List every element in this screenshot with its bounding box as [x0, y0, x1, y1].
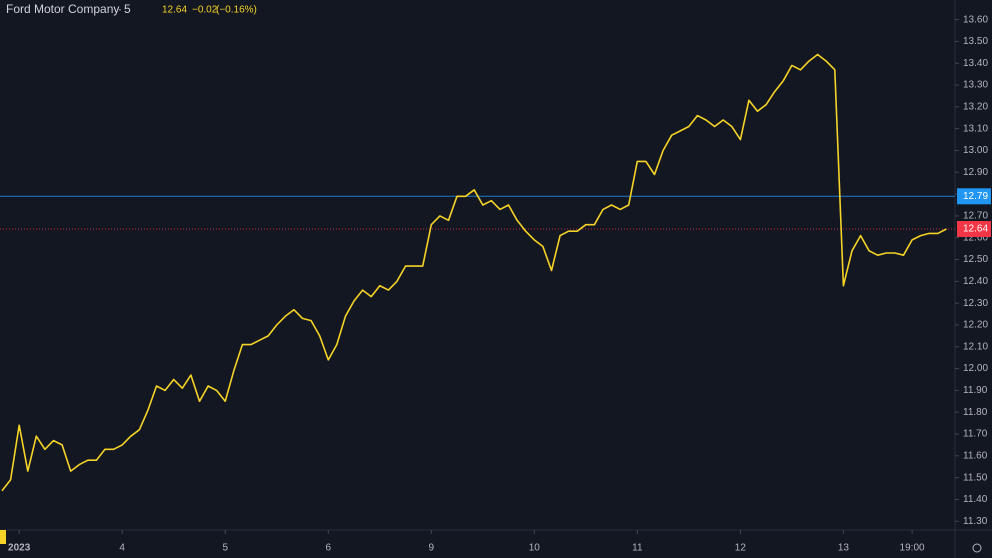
y-tick-label: 12.00	[963, 363, 988, 374]
y-tick-label: 12.40	[963, 276, 988, 287]
chart-title: Ford Motor Company	[6, 2, 119, 16]
x-tick-label: 19:00	[900, 543, 925, 554]
price-label-box	[957, 221, 991, 238]
y-tick-label: 12.20	[963, 320, 988, 331]
x-tick-label: 10	[529, 543, 541, 554]
y-tick-label: 11.80	[963, 407, 988, 418]
x-tick-label: 6	[325, 543, 331, 554]
y-tick-label: 13.00	[963, 145, 988, 156]
settings-icon[interactable]	[972, 543, 982, 553]
y-tick-label: 11.60	[963, 450, 988, 461]
interval: 5	[124, 2, 131, 16]
x-tick-label: 9	[428, 543, 434, 554]
y-tick-label: 13.20	[963, 102, 988, 113]
scroll-button[interactable]	[0, 530, 6, 544]
y-tick-label: 12.70	[963, 211, 988, 222]
x-tick-label: 2023	[8, 543, 31, 554]
change: −0.02	[192, 5, 218, 16]
y-tick-label: 12.10	[963, 341, 988, 352]
price-label-box	[957, 188, 991, 205]
separator: ·	[118, 2, 122, 16]
y-tick-label: 11.40	[963, 494, 988, 505]
last-price: 12.64	[162, 5, 187, 16]
y-tick-label: 13.60	[963, 14, 988, 25]
x-tick-label: 5	[222, 543, 228, 554]
y-tick-label: 12.60	[963, 232, 988, 243]
x-tick-label: 12	[735, 543, 747, 554]
y-tick-label: 12.90	[963, 167, 988, 178]
change-percent: (−0.16%)	[216, 5, 257, 16]
y-tick-label: 12.50	[963, 254, 988, 265]
x-tick-label: 11	[632, 543, 643, 554]
y-tick-label: 13.10	[963, 123, 988, 134]
y-tick-label: 11.90	[963, 385, 988, 396]
price-label: 12.79	[963, 191, 988, 202]
y-tick-label: 13.40	[963, 58, 988, 69]
x-tick-label: 4	[119, 543, 125, 554]
y-tick-label: 11.70	[963, 429, 988, 440]
y-tick-label: 13.50	[963, 36, 988, 47]
price-label: 12.64	[963, 224, 988, 235]
y-tick-label: 12.30	[963, 298, 988, 309]
x-tick-label: 13	[838, 543, 850, 554]
price-line-series	[1, 53, 947, 492]
y-tick-label: 11.30	[963, 516, 988, 527]
y-tick-label: 13.30	[963, 80, 988, 91]
y-tick-label: 11.50	[963, 472, 988, 483]
